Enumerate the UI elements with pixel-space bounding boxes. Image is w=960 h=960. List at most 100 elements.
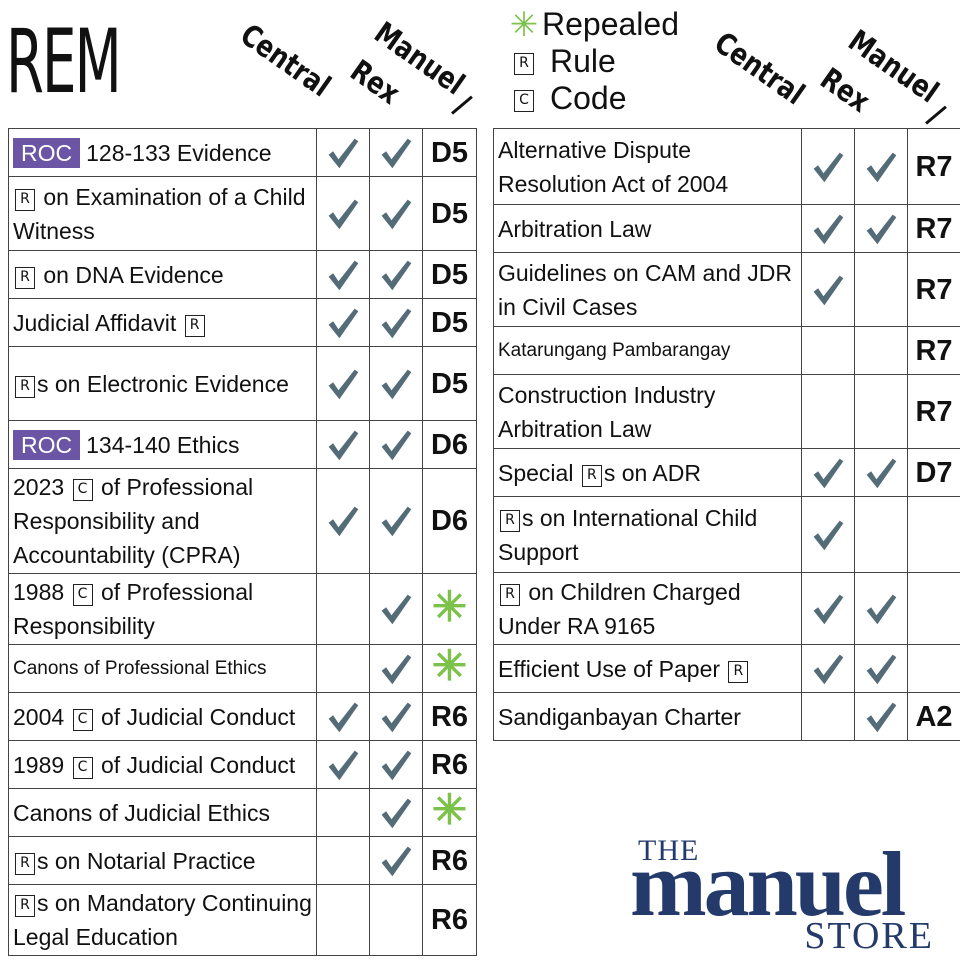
boxed-r-icon: R — [728, 660, 749, 683]
table-row: Sandiganbayan Charter A2 — [493, 692, 960, 741]
rex-cell — [854, 204, 908, 253]
rex-cell — [369, 420, 423, 469]
row-text: 134-140 Ethics — [86, 431, 240, 458]
row-label: Sandiganbayan Charter — [493, 692, 802, 741]
rex-cell — [369, 836, 423, 885]
check-icon — [381, 654, 412, 685]
row-text: Sandiganbayan Charter — [498, 703, 741, 730]
code-label: R6 — [430, 748, 469, 781]
rex-cell — [854, 644, 908, 693]
rex-cell — [854, 252, 908, 327]
central-cell — [316, 788, 370, 837]
code-label: D7 — [915, 456, 953, 489]
rex-cell — [369, 788, 423, 837]
central-cell — [316, 420, 370, 469]
row-label: Judicial Affidavit R — [8, 298, 317, 347]
row-label: 1988 C of Professional Responsibility — [8, 573, 317, 645]
row-text: s on Electronic Evidence — [37, 370, 289, 397]
right-table: Alternative Dispute Resolution Act of 20… — [493, 128, 960, 741]
check-icon — [328, 430, 359, 461]
code-label: R7 — [915, 334, 953, 367]
manuel-cell: R6 — [422, 836, 477, 885]
central-cell — [316, 740, 370, 789]
table-row: R on DNA Evidence D5 — [8, 250, 477, 299]
boxed-r-icon: R — [581, 464, 602, 487]
check-icon — [381, 308, 412, 339]
check-icon — [328, 308, 359, 339]
check-icon — [866, 152, 897, 183]
legend-rule: R Rule — [506, 43, 679, 80]
legend-rule-label: Rule — [550, 43, 616, 79]
row-label: R on Examination of a Child Witness — [8, 176, 317, 251]
table-row: 1989 C of Judicial Conduct R6 — [8, 740, 477, 789]
central-cell — [316, 692, 370, 741]
row-label: Guidelines on CAM and JDR in Civil Cases — [493, 252, 802, 327]
central-cell — [316, 176, 370, 251]
row-label: R on Children Charged Under RA 9165 — [493, 572, 802, 645]
row-text: 1989 — [13, 751, 65, 778]
row-label: R on DNA Evidence — [8, 250, 317, 299]
manuel-cell: R7 — [907, 204, 960, 253]
check-icon — [381, 199, 412, 230]
check-icon — [381, 369, 412, 400]
asterisk-icon: ✳ — [431, 786, 468, 833]
row-label: Alternative Dispute Resolution Act of 20… — [493, 128, 802, 205]
manuel-cell: R7 — [907, 128, 960, 205]
boxed-r-icon: R — [15, 895, 35, 917]
central-cell — [316, 836, 370, 885]
rex-cell — [369, 884, 423, 956]
rex-cell — [854, 326, 908, 375]
manuel-cell: A2 — [907, 692, 960, 741]
row-label: Katarungang Pambarangay — [493, 326, 802, 375]
central-cell — [316, 468, 370, 574]
manuel-cell: D5 — [422, 298, 477, 347]
store-logo: THE manuel STORE — [630, 828, 940, 957]
table-row: Alternative Dispute Resolution Act of 20… — [493, 128, 960, 205]
check-icon — [328, 702, 359, 733]
check-icon — [866, 594, 897, 625]
row-text-2: of Judicial Conduct — [100, 703, 296, 730]
central-cell — [801, 496, 855, 573]
check-icon — [381, 846, 412, 877]
check-icon — [866, 214, 897, 245]
row-label: Efficient Use of Paper R — [493, 644, 802, 693]
asterisk-icon: ✳ — [431, 642, 468, 689]
manuel-cell: D7 — [907, 448, 960, 497]
central-cell — [801, 252, 855, 327]
row-text: Canons of Judicial Ethics — [13, 799, 270, 826]
table-row: Canons of Judicial Ethics ✳ — [8, 786, 477, 837]
manuel-cell: D6 — [422, 468, 477, 574]
row-label: Canons of Professional Ethics — [8, 644, 317, 693]
manuel-cell: ✳ — [422, 573, 477, 645]
check-icon — [381, 507, 412, 537]
boxed-r-icon: R — [15, 375, 35, 398]
check-icon — [866, 654, 897, 685]
header-slash-right — [925, 105, 947, 125]
central-cell — [801, 326, 855, 375]
boxed-r-icon: R — [15, 188, 35, 211]
row-label: Arbitration Law — [493, 204, 802, 253]
check-icon — [813, 594, 844, 625]
row-text-2: s on ADR — [603, 459, 701, 486]
row-text: Guidelines on CAM and JDR in Civil Cases — [498, 259, 793, 320]
manuel-cell — [907, 496, 960, 573]
table-row: 2023 C of Professional Responsibility an… — [8, 468, 477, 574]
row-label: 2023 C of Professional Responsibility an… — [8, 468, 317, 574]
row-label: ROC 128-133 Evidence — [8, 128, 317, 177]
central-cell — [801, 448, 855, 497]
rex-cell — [854, 692, 908, 741]
code-label: D5 — [430, 367, 469, 400]
row-text-2: of Professional Responsibility and Accou… — [13, 474, 254, 568]
manuel-cell: R6 — [422, 692, 477, 741]
code-label: R6 — [430, 700, 469, 733]
central-cell — [316, 298, 370, 347]
legend-repealed: ✳ Repealed — [506, 6, 679, 44]
check-icon — [813, 458, 844, 489]
left-table: ROC 128-133 Evidence D5 R on Examination of… — [8, 128, 477, 956]
code-label: A2 — [915, 700, 953, 733]
manuel-cell — [907, 572, 960, 645]
